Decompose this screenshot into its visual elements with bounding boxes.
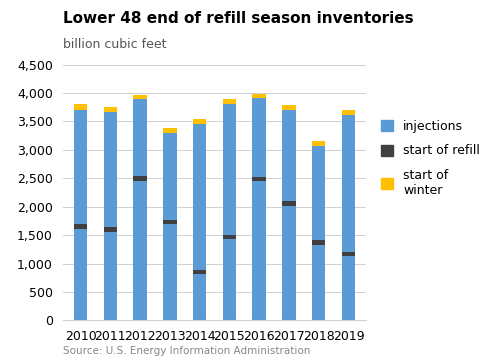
Bar [342, 256, 355, 320]
Bar [312, 245, 325, 320]
Bar [104, 110, 117, 227]
Bar [282, 201, 295, 206]
Bar [312, 141, 325, 146]
Bar [104, 107, 117, 112]
Legend: injections, start of refill, start of
winter: injections, start of refill, start of wi… [375, 115, 482, 202]
Bar [134, 176, 147, 181]
Bar [193, 274, 206, 320]
Bar [312, 144, 325, 240]
Bar [163, 128, 176, 134]
Text: Source: U.S. Energy Information Administration: Source: U.S. Energy Information Administ… [63, 346, 310, 356]
Bar [223, 99, 236, 104]
Bar [193, 121, 206, 270]
Bar [223, 102, 236, 235]
Bar [74, 224, 87, 229]
Bar [193, 270, 206, 274]
Bar [342, 113, 355, 252]
Bar [74, 107, 87, 224]
Bar [253, 95, 266, 177]
Bar [253, 177, 266, 181]
Bar [74, 229, 87, 320]
Bar [282, 108, 295, 201]
Bar [253, 94, 266, 98]
Bar [104, 227, 117, 232]
Bar [282, 105, 295, 110]
Bar [74, 104, 87, 109]
Bar [253, 181, 266, 320]
Bar [223, 239, 236, 320]
Bar [104, 232, 117, 320]
Bar [193, 119, 206, 124]
Bar [223, 235, 236, 239]
Bar [163, 131, 176, 220]
Bar [312, 240, 325, 245]
Bar [134, 96, 147, 176]
Bar [134, 181, 147, 320]
Bar [134, 95, 147, 99]
Text: Lower 48 end of refill season inventories: Lower 48 end of refill season inventorie… [63, 11, 413, 26]
Bar [163, 220, 176, 224]
Text: billion cubic feet: billion cubic feet [63, 38, 166, 51]
Bar [342, 252, 355, 256]
Bar [342, 110, 355, 115]
Bar [282, 206, 295, 320]
Bar [163, 224, 176, 320]
